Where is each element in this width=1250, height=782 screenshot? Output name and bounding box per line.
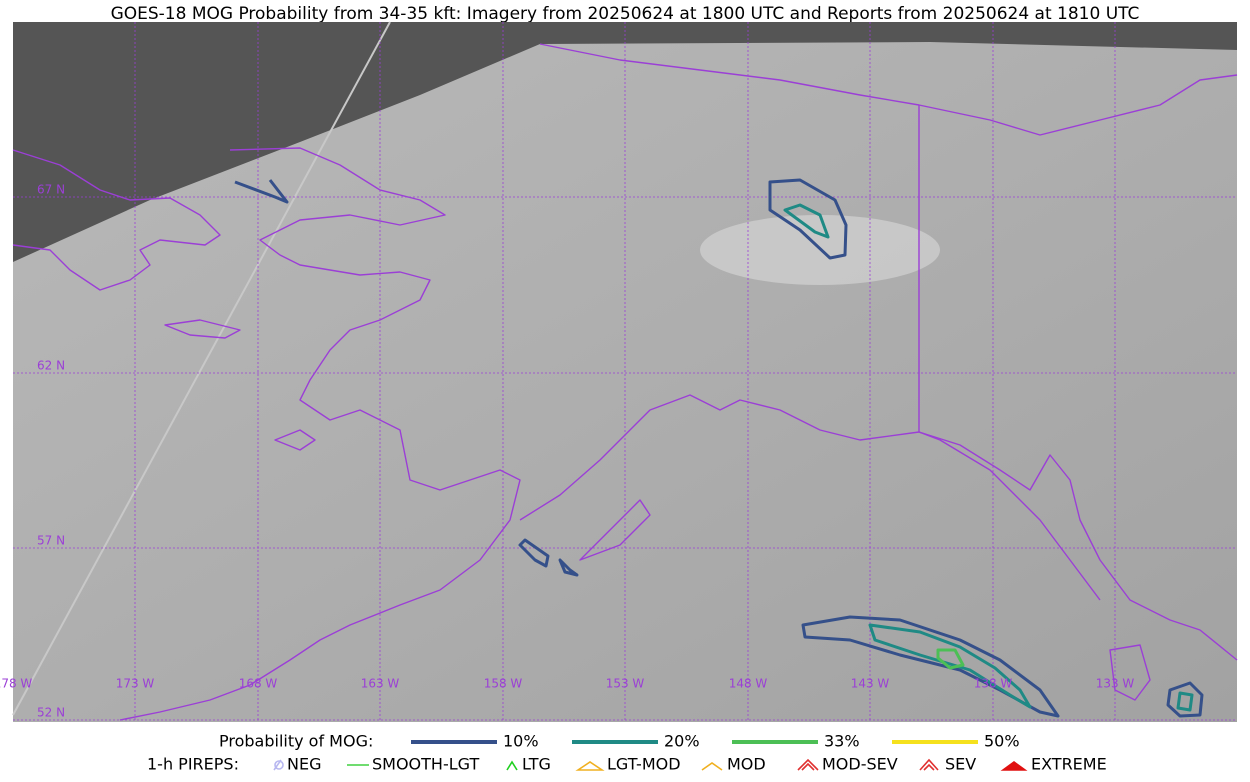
longitude-label: 178 W [0,677,32,691]
pirep-label: MOD [727,755,766,774]
contour-20 [783,203,830,239]
island [1109,644,1151,701]
contour-10 [801,615,1060,718]
coastline [119,147,521,721]
coastline [12,149,221,291]
pirep-label: EXTREME [1031,755,1107,774]
island [579,499,651,561]
pirep-title: 1-h PIREPS: [147,755,239,774]
pirep-label: SMOOTH-LGT [372,755,479,774]
coastlines [12,43,1238,721]
longitude-label: 163 W [361,677,400,691]
pirep-symbol [1000,761,1028,771]
contour-10 [768,178,848,260]
contour-10 [518,538,579,577]
no-data-region [13,22,1237,262]
legend-title: Probability of MOG: [219,732,373,751]
longitude-label: 133 W [1096,677,1135,691]
legend-label: 50% [984,732,1020,751]
title: GOES-18 MOG Probability from 34-35 kft: … [111,4,1140,24]
pirep-symbol [506,760,518,771]
latitude-label: 62 N [37,359,65,373]
pirep-symbol [919,758,939,771]
longitude-label: 143 W [851,677,890,691]
contour-33 [936,648,965,670]
longitude-label: 158 W [484,677,523,691]
legend: Probability of MOG: 1-h PIREPS: 10% 20% 33… [147,732,1107,774]
island [274,429,316,451]
border [918,105,1101,601]
legend-label: 10% [503,732,539,751]
latitude-label: 57 N [37,534,65,548]
pirep-label: SEV [945,755,976,774]
longitude-label: 168 W [239,677,278,691]
longitude-label: 138 W [974,677,1013,691]
contour-10 [1166,681,1204,718]
contour-20 [1176,691,1194,712]
longitude-label: 148 W [729,677,768,691]
graticule [13,22,1237,722]
pirep-symbol [797,758,819,771]
legend-label: 33% [824,732,860,751]
pirep-label: LGT-MOD [607,755,681,774]
pirep-symbol [273,759,284,771]
pirep-symbol [575,761,605,771]
coastline [539,43,1238,136]
latitude-label: 67 N [37,183,65,197]
contour-10 [234,179,289,204]
island [164,319,241,339]
scan-line [12,21,391,716]
map-area: 67 N 62 N 57 N 52 N 178 W 173 W 168 W 163 W 158 … [0,21,1238,722]
legend-label: 20% [664,732,700,751]
mog-contours [234,178,1204,718]
longitude-label: 173 W [116,677,155,691]
pirep-label: NEG [287,755,321,774]
longitude-label: 153 W [606,677,645,691]
pirep-label: MOD-SEV [822,755,898,774]
latitude-label: 52 N [37,706,65,720]
contour-20 [868,623,1032,709]
pirep-symbol [701,762,723,771]
graticule-labels: 67 N 62 N 57 N 52 N 178 W 173 W 168 W 163 W 158 … [0,183,1134,720]
pirep-label: LTG [522,755,551,774]
